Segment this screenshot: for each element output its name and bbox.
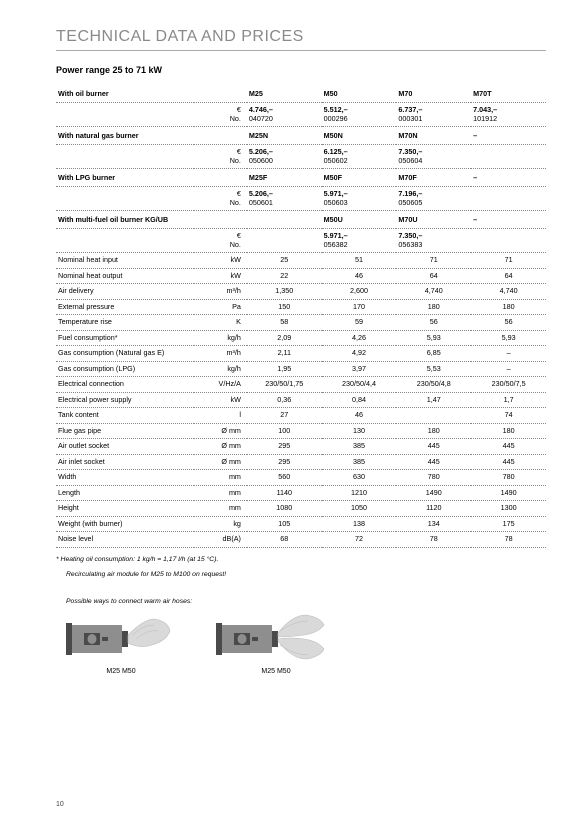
technical-data-table: With oil burnerM25M50M70M70T€No.4.746,–0…	[56, 85, 546, 548]
diagram-label-a: M25 M50	[66, 667, 176, 676]
page-number: 10	[56, 801, 64, 808]
diagram-unit-a: M25 M50	[66, 611, 176, 676]
recirculating-note: Recirculating air module for M25 to M100…	[56, 571, 546, 578]
heater-double-hose-icon	[216, 611, 336, 663]
page-title: TECHNICAL DATA AND PRICES	[56, 28, 546, 51]
diagram-caption: Possible ways to connect warm air hoses:	[56, 598, 546, 605]
diagram-section: Possible ways to connect warm air hoses:…	[56, 598, 546, 676]
power-range-subtitle: Power range 25 to 71 kW	[56, 65, 546, 75]
heater-single-hose-icon	[66, 611, 176, 663]
diagram-unit-b: M25 M50	[216, 611, 336, 676]
footnote: * Heating oil consumption: 1 kg/h = 1,17…	[56, 556, 546, 563]
diagram-label-b: M25 M50	[216, 667, 336, 676]
